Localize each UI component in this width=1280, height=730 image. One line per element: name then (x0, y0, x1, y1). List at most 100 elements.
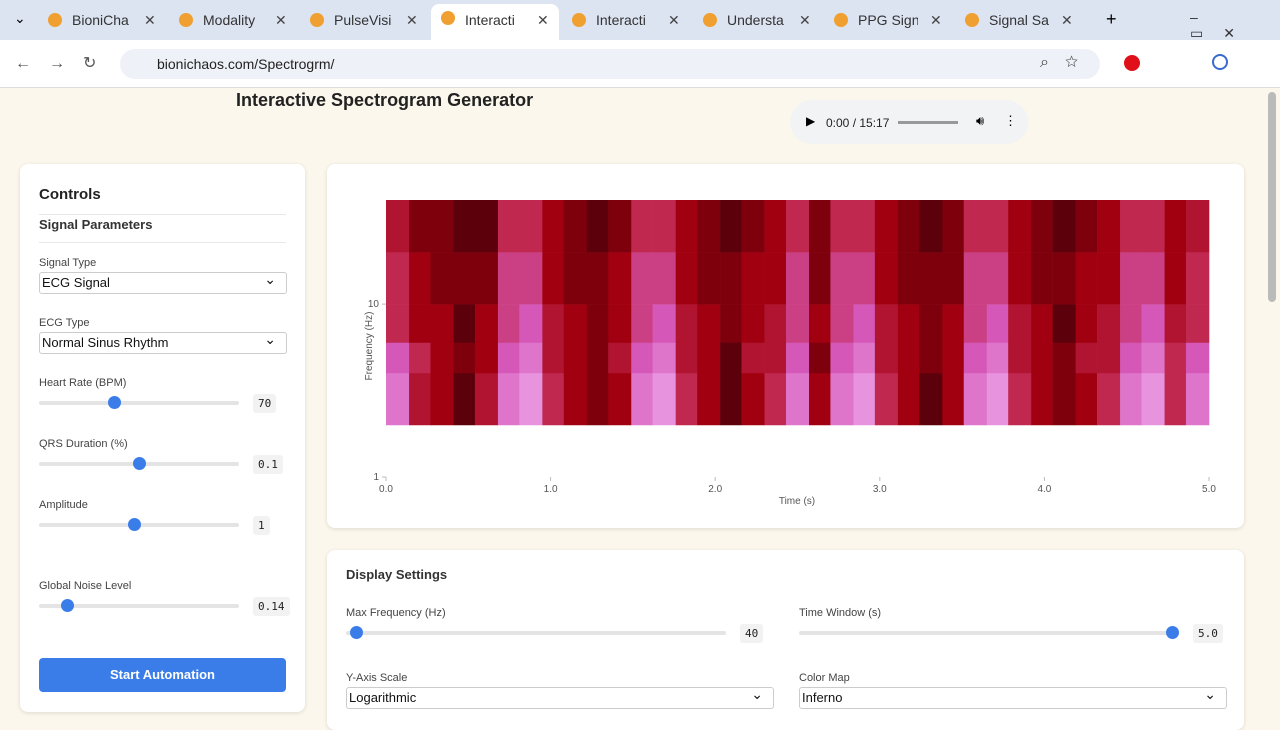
new-tab[interactable]: + (1106, 9, 1117, 29)
heat-cell (919, 200, 943, 253)
tab-close[interactable]: ✕ (668, 12, 680, 28)
nav-buttons[interactable]: ←→↻ (15, 55, 115, 72)
window-buttons[interactable]: –▭✕ (1190, 9, 1255, 41)
heat-cell (542, 304, 565, 343)
tab[interactable]: PPG Sign ✕ (824, 6, 952, 34)
heat-cell (897, 252, 920, 305)
slider-label: Max Frequency (Hz) (346, 607, 446, 619)
tab-close[interactable]: ✕ (537, 12, 549, 28)
heat-cell (942, 200, 965, 253)
select[interactable]: Inferno (799, 684, 1227, 709)
heat-cell (874, 252, 899, 305)
heat-cell (1185, 304, 1210, 343)
heat-cell (409, 252, 431, 305)
tab-title: Interacti (465, 12, 515, 28)
controls-panel: Controls Signal Parameters Start Automat… (20, 164, 305, 712)
heat-cell (785, 200, 810, 253)
tab[interactable]: BioniCha ✕ (38, 6, 166, 34)
audio-player[interactable]: ▶ 0:00 / 15:17 🔊︎ ⋮ (790, 100, 1028, 144)
heat-cell (1031, 372, 1053, 426)
start-button[interactable]: Start Automation (39, 658, 286, 692)
heat-cell (919, 342, 943, 374)
toolbar-icons[interactable]: ⌕☆ (1040, 54, 1095, 71)
tab[interactable]: Interacti ✕ (562, 6, 690, 34)
tab[interactable]: Understa ✕ (693, 6, 821, 34)
select[interactable]: ECG Signal (39, 269, 287, 294)
tab-close[interactable]: ✕ (406, 12, 418, 28)
heat-cell (652, 342, 676, 374)
slider-track[interactable] (39, 599, 239, 612)
heat-cell (697, 200, 721, 253)
heat-cell (542, 252, 565, 305)
heat-cell (874, 342, 899, 374)
heat-cell (830, 372, 854, 426)
heat-cell (409, 200, 431, 253)
tab-close[interactable]: ✕ (799, 12, 811, 28)
slider-track[interactable] (346, 626, 726, 639)
slider-track[interactable] (39, 396, 239, 409)
heat-cell (675, 372, 698, 426)
tab-menu[interactable]: ⌄ (14, 10, 26, 26)
heat-cell (519, 252, 543, 305)
heat-cell (697, 304, 721, 343)
heat-cell (741, 372, 765, 426)
heat-cell (1097, 342, 1121, 374)
heat-cell (963, 252, 988, 305)
heat-cell (675, 304, 698, 343)
heat-cell (1120, 304, 1142, 343)
heat-cell (1141, 372, 1165, 426)
heat-cell (942, 304, 965, 343)
heat-cell (942, 252, 965, 305)
slider-thumb[interactable] (133, 457, 146, 470)
scrollbar (1268, 92, 1276, 302)
heat-cell (1141, 200, 1165, 253)
heat-cell (874, 372, 899, 426)
tab-close[interactable]: ✕ (930, 12, 942, 28)
tab-icon (441, 11, 455, 25)
heat-cell (497, 342, 520, 374)
profile[interactable] (1212, 54, 1228, 70)
heat-cell (652, 252, 676, 305)
slider-thumb[interactable] (61, 599, 74, 612)
slider-track[interactable] (799, 626, 1179, 639)
heat-cell (897, 342, 920, 374)
tab[interactable]: Interacti ✕ (431, 4, 559, 40)
heat-cell (697, 342, 721, 374)
x-tick-label: 3.0 (873, 484, 887, 495)
slider-thumb[interactable] (1165, 626, 1179, 639)
opera-icon[interactable] (1124, 55, 1140, 71)
heat-cell (897, 200, 920, 253)
tab-icon (965, 13, 979, 27)
heat-cell (720, 304, 742, 343)
slider-label: Heart Rate (BPM) (39, 377, 127, 389)
tab-close[interactable]: ✕ (144, 12, 156, 28)
tab[interactable]: Signal Sa ✕ (955, 6, 1083, 34)
slider-track[interactable] (39, 457, 239, 470)
heat-cell (409, 304, 431, 343)
heat-cell (830, 252, 854, 305)
x-tick-label: 2.0 (708, 484, 722, 495)
heat-cell (474, 200, 499, 253)
tab[interactable]: PulseVisi ✕ (300, 6, 428, 34)
tab[interactable]: Modality ✕ (169, 6, 297, 34)
slider-track[interactable] (39, 518, 239, 531)
heat-cell (897, 372, 920, 426)
select[interactable]: Logarithmic (346, 684, 774, 709)
heat-cell (631, 342, 653, 374)
heat-cell (675, 252, 698, 305)
tab-title: Understa (727, 12, 784, 28)
slider-thumb[interactable] (127, 518, 141, 531)
slider-thumb[interactable] (350, 626, 364, 639)
tab-close[interactable]: ✕ (275, 12, 287, 28)
heat-cell (1185, 252, 1210, 305)
slider-value: 70 (253, 394, 277, 413)
address-bar[interactable]: bionichaos.com/Spectrogrm/ (120, 49, 1100, 79)
heat-cell (430, 200, 454, 253)
tab-icon (703, 13, 717, 27)
heat-cell (430, 304, 454, 343)
tab-close[interactable]: ✕ (1061, 12, 1073, 28)
heat-cell (1185, 342, 1210, 374)
slider-thumb[interactable] (108, 396, 121, 409)
heat-cell (519, 372, 543, 426)
select[interactable]: Normal Sinus Rhythm (39, 329, 287, 354)
